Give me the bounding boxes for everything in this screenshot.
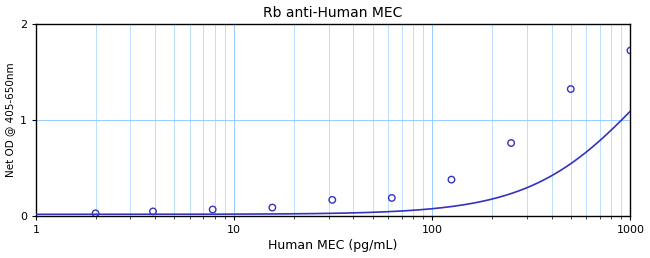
Point — [90, 211, 101, 215]
Point — [267, 206, 278, 210]
Point — [566, 87, 576, 91]
Point — [387, 196, 397, 200]
Point — [625, 49, 636, 53]
Point — [207, 207, 218, 212]
Y-axis label: Net OD @ 405-650nm: Net OD @ 405-650nm — [6, 62, 16, 177]
Point — [506, 141, 516, 145]
Title: Rb anti-Human MEC: Rb anti-Human MEC — [263, 6, 403, 20]
Point — [327, 198, 337, 202]
X-axis label: Human MEC (pg/mL): Human MEC (pg/mL) — [268, 239, 398, 252]
Point — [148, 209, 158, 214]
Point — [447, 178, 457, 182]
